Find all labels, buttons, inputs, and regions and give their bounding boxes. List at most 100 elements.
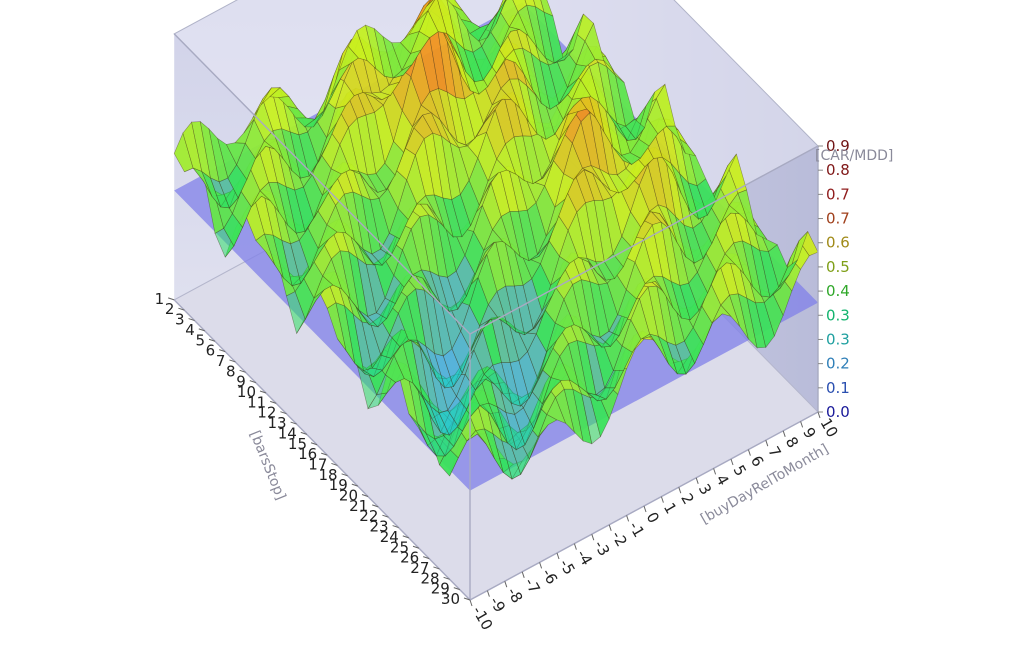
surface-facet xyxy=(540,0,554,17)
y-tick-label: 27 xyxy=(410,559,429,577)
surface-facet xyxy=(426,0,434,7)
x-tick-mark xyxy=(608,524,612,531)
y-tick-mark xyxy=(392,525,399,529)
y-tick-mark xyxy=(443,576,450,580)
y-tick-mark xyxy=(463,597,471,601)
y-tick-mark xyxy=(290,421,297,425)
y-tick-label: 5 xyxy=(195,331,205,349)
x-tick-mark xyxy=(660,496,664,503)
y-tick-mark xyxy=(321,452,328,456)
x-tick-mark xyxy=(695,477,699,484)
y-tick-mark xyxy=(433,566,440,570)
z-tick-label: 0.5 xyxy=(826,258,850,276)
surface-facet xyxy=(737,189,758,235)
y-tick-mark xyxy=(423,556,430,560)
z-tick-label: 0.1 xyxy=(826,379,850,397)
z-tick-label: 0.8 xyxy=(826,161,850,179)
surface-facet xyxy=(495,0,507,24)
x-tick-mark xyxy=(747,449,751,456)
y-tick-label: 11 xyxy=(247,393,266,411)
y-tick-label: 24 xyxy=(380,528,399,546)
y-tick-label: 20 xyxy=(339,487,358,505)
x-tick-mark xyxy=(782,430,786,437)
y-tick-label: 16 xyxy=(298,445,317,463)
x-tick-mark xyxy=(643,505,647,513)
y-tick-mark xyxy=(168,297,175,301)
y-tick-mark xyxy=(402,535,409,539)
y-tick-mark xyxy=(229,359,236,363)
y-tick-mark xyxy=(188,318,195,322)
y-tick-label: 12 xyxy=(257,404,276,422)
y-tick-label: 26 xyxy=(400,549,419,567)
y-tick-label: 7 xyxy=(216,352,226,370)
z-tick-label: 0.4 xyxy=(826,282,850,300)
x-tick-mark xyxy=(713,468,717,475)
z-tick-label: 0.7 xyxy=(826,185,850,203)
x-tick-mark xyxy=(626,515,630,522)
x-tick-mark xyxy=(486,590,490,597)
z-axis-ticks: 0.0 0.1 0.2 0.3 0.3 0.4 0.5 0.6 0.7 0.7 0.8 0.9 xyxy=(818,137,850,421)
z-tick-label: 0.3 xyxy=(826,306,850,324)
x-tick-mark xyxy=(730,458,734,466)
surface-facet xyxy=(717,153,737,189)
x-tick-mark xyxy=(765,440,769,447)
box-edge xyxy=(469,145,819,335)
x-tick-mark xyxy=(539,562,543,569)
box-front-edges xyxy=(173,33,819,601)
surface-facet xyxy=(543,11,564,64)
y-tick-label: 15 xyxy=(288,435,307,453)
z-tick-label: 0.7 xyxy=(826,210,850,228)
x-tick-mark xyxy=(678,487,682,494)
y-tick-label: 19 xyxy=(329,476,348,494)
y-tick-label: 6 xyxy=(206,342,216,360)
x-tick-mark xyxy=(591,534,595,541)
y-tick-mark xyxy=(178,307,185,311)
y-tick-label: 30 xyxy=(441,590,460,608)
y-tick-label: 4 xyxy=(185,321,195,339)
x-tick-mark xyxy=(504,581,508,588)
y-tick-mark xyxy=(198,328,205,332)
surface-facet xyxy=(487,0,507,38)
y-tick-label: 8 xyxy=(226,362,236,380)
box-edge xyxy=(173,33,471,335)
x-tick-mark xyxy=(817,411,821,419)
box-edge xyxy=(173,299,471,601)
y-tick-label: 25 xyxy=(390,538,409,556)
y-tick-mark xyxy=(372,504,379,508)
y-tick-mark xyxy=(412,545,420,549)
y-tick-mark xyxy=(280,411,287,415)
y-tick-mark xyxy=(239,369,246,373)
y-tick-mark xyxy=(259,390,267,394)
x-tick-mark xyxy=(573,543,577,550)
y-tick-label: 29 xyxy=(431,580,450,598)
y-tick-label: 22 xyxy=(359,507,378,525)
surface-facet xyxy=(727,153,747,194)
y-tick-label: 23 xyxy=(370,518,389,536)
y-tick-label: 21 xyxy=(349,497,368,515)
surface-facet xyxy=(676,136,697,157)
z-tick-label: 0.0 xyxy=(826,403,850,421)
y-tick-mark xyxy=(331,462,338,466)
y-tick-label: 28 xyxy=(421,569,440,587)
y-tick-mark xyxy=(382,514,389,518)
z-tick-label: 0.9 xyxy=(826,137,850,155)
y-tick-label: 10 xyxy=(237,383,256,401)
x-tick-mark xyxy=(521,571,525,578)
surface-facet xyxy=(504,0,507,3)
surface-mesh xyxy=(173,0,819,480)
y-tick-mark xyxy=(208,338,216,342)
surface-facet xyxy=(574,13,594,42)
y-tick-mark xyxy=(249,380,256,384)
z-tick-label: 0.6 xyxy=(826,234,850,252)
surface-facet xyxy=(584,22,605,61)
y-tick-mark xyxy=(310,442,318,446)
y-tick-label: 9 xyxy=(236,373,246,391)
y-tick-mark xyxy=(453,587,460,591)
x-tick-mark xyxy=(469,599,473,607)
x-tick-mark xyxy=(800,421,804,428)
z-tick-label: 0.2 xyxy=(826,355,850,373)
y-tick-mark xyxy=(270,400,277,404)
y-tick-mark xyxy=(219,349,226,353)
surface-facet xyxy=(417,0,435,21)
